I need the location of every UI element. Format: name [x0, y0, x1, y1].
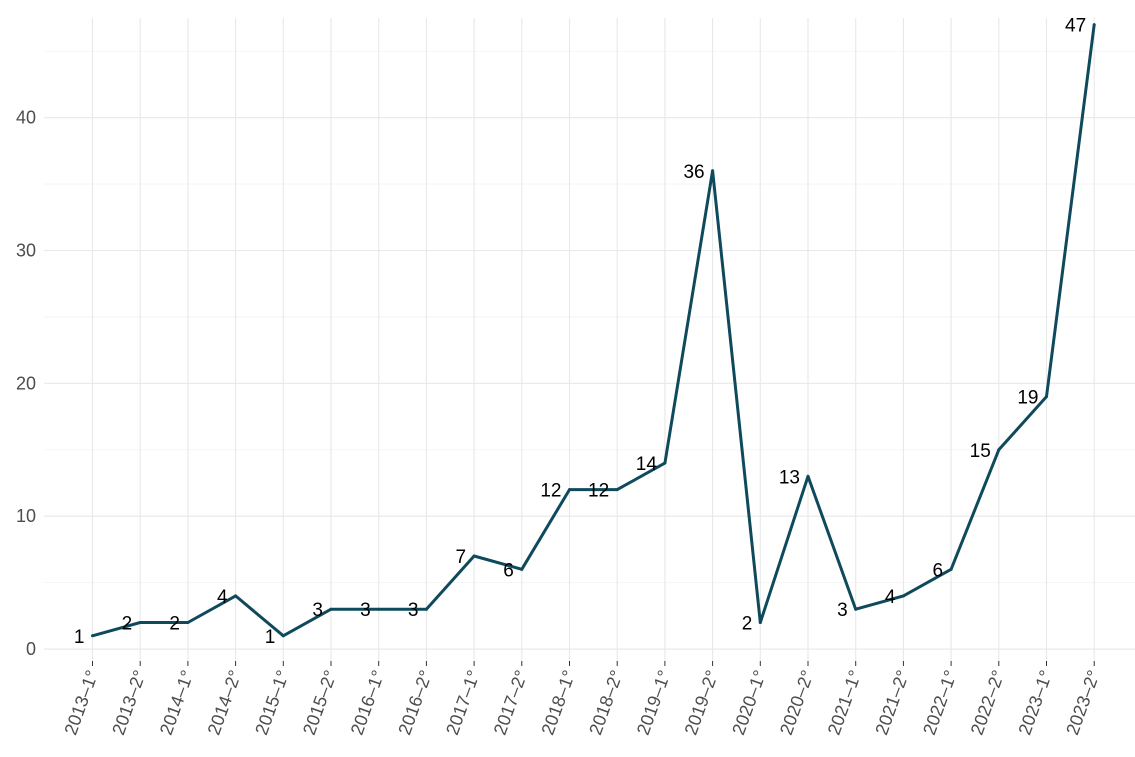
x-tick-label: 2022–1° — [919, 668, 961, 738]
data-point — [711, 169, 715, 173]
data-label: 1 — [74, 627, 85, 648]
series-polyline — [92, 24, 1096, 638]
data-label: 3 — [837, 600, 848, 621]
data-point — [568, 488, 571, 492]
series-line — [91, 23, 1096, 638]
x-tick-label: 2023–2° — [1062, 668, 1104, 738]
x-axis-ticks: 2013–1° 2013–2° 2014–1° 2014–2° 2015–1° 2015–… — [60, 661, 1104, 738]
x-tick-label: 2019–2° — [681, 668, 723, 738]
data-label: 4 — [217, 587, 228, 608]
data-point — [329, 607, 333, 611]
data-point — [472, 554, 476, 558]
x-tick-label: 2018–1° — [537, 668, 579, 738]
y-tick-label: 20 — [16, 373, 36, 393]
data-label: 2 — [169, 613, 180, 634]
data-point — [758, 620, 762, 624]
x-tick-label: 2016–1° — [347, 668, 389, 738]
data-point — [1092, 23, 1096, 27]
data-label: 12 — [588, 481, 609, 502]
data-point — [901, 594, 905, 598]
data-point — [234, 594, 238, 598]
x-tick-label: 2013–2° — [108, 668, 150, 738]
x-tick-label: 2017–1° — [442, 668, 484, 738]
data-label: 2 — [742, 613, 753, 634]
data-label: 7 — [456, 547, 467, 568]
y-tick-label: 10 — [16, 506, 36, 526]
x-tick-label: 2018–2° — [585, 668, 627, 738]
data-point — [997, 448, 1001, 452]
data-label: 3 — [408, 600, 419, 621]
data-label: 4 — [885, 587, 896, 608]
x-tick-label: 2013–1° — [60, 668, 102, 738]
data-point — [520, 567, 524, 571]
x-tick-label: 2015–1° — [251, 668, 293, 738]
data-label: 36 — [683, 162, 704, 183]
data-point — [281, 634, 285, 638]
x-tick-label: 2022–2° — [967, 668, 1009, 738]
data-label: 12 — [540, 481, 561, 502]
x-tick-label: 2019–1° — [633, 668, 675, 738]
x-tick-label: 2017–2° — [490, 668, 532, 738]
y-tick-label: 30 — [16, 240, 36, 260]
x-tick-label: 2016–2° — [394, 668, 436, 738]
data-label: 6 — [933, 560, 944, 581]
data-label: 6 — [503, 560, 514, 581]
x-tick-label: 2020–2° — [776, 668, 818, 738]
y-axis-ticks: 0 10 20 30 40 — [16, 108, 36, 659]
data-point — [138, 620, 142, 624]
data-point — [1045, 395, 1048, 399]
data-point — [377, 607, 381, 611]
x-tick-label: 2021–2° — [871, 668, 913, 738]
data-point — [424, 607, 428, 611]
y-tick-label: 40 — [16, 108, 36, 128]
grid-lines — [44, 18, 1135, 661]
x-tick-label: 2023–1° — [1014, 668, 1056, 738]
data-label: 13 — [779, 467, 800, 488]
x-tick-label: 2020–1° — [728, 668, 770, 738]
x-tick-label: 2014–1° — [156, 668, 198, 738]
data-label: 2 — [122, 613, 133, 634]
data-label: 1 — [265, 627, 276, 648]
y-tick-label: 0 — [26, 639, 36, 659]
data-label: 15 — [970, 441, 991, 462]
data-label: 3 — [312, 600, 323, 621]
data-label: 19 — [1017, 388, 1038, 409]
data-label: 47 — [1065, 16, 1086, 37]
x-tick-label: 2021–1° — [824, 668, 866, 738]
x-tick-label: 2014–2° — [204, 668, 246, 738]
data-label: 3 — [360, 600, 371, 621]
data-label: 14 — [636, 454, 658, 475]
data-point — [615, 488, 619, 492]
data-point — [949, 567, 953, 571]
data-point — [186, 620, 190, 624]
x-tick-label: 2015–2° — [299, 668, 341, 738]
data-point — [91, 634, 94, 638]
data-point — [854, 607, 858, 611]
data-point — [806, 474, 810, 478]
data-point — [663, 461, 667, 465]
